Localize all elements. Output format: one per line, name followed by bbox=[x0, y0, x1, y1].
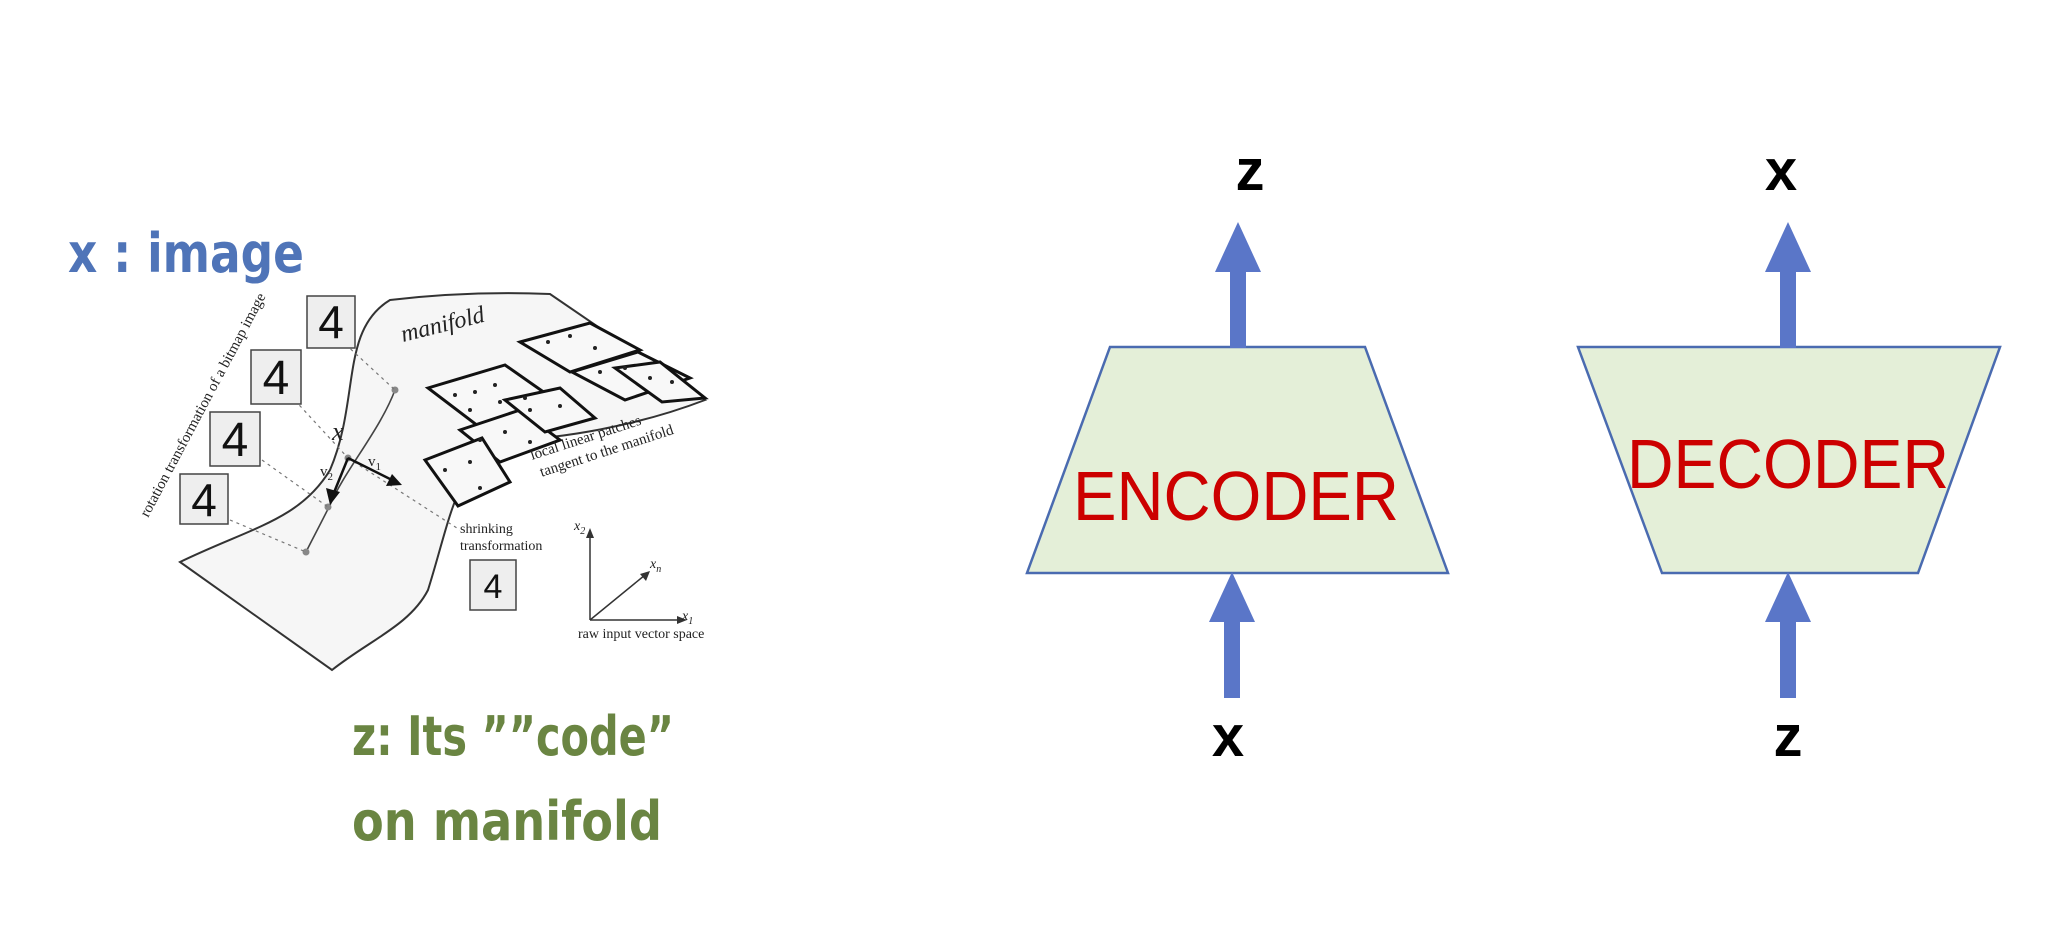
encoder-input-label: x bbox=[1212, 704, 1244, 769]
vector-space-axes bbox=[589, 535, 680, 621]
projection-line bbox=[289, 394, 349, 459]
vector-v1-head bbox=[386, 474, 402, 486]
digit-box: 4 bbox=[179, 473, 229, 526]
digit-label: 4 bbox=[263, 352, 290, 405]
axis-x1-label: x1 bbox=[681, 609, 693, 627]
decoder-output-label: x bbox=[1765, 138, 1797, 203]
decoder-output-arrow-shaft bbox=[1780, 268, 1796, 348]
digit-box: 4 bbox=[250, 349, 302, 405]
encoder-block: ENCODER z x bbox=[1025, 138, 1450, 769]
manifold-point bbox=[302, 548, 310, 556]
decoder-input-label: z bbox=[1774, 704, 1803, 769]
vector-v2-head bbox=[326, 488, 340, 505]
decoder-input-arrow-head bbox=[1765, 572, 1811, 622]
z-code-label-line2: on manifold bbox=[352, 790, 662, 853]
digit-box: 4 bbox=[306, 295, 356, 349]
vector-v2-label: v2 bbox=[320, 464, 333, 483]
decoder-output-arrow-head bbox=[1765, 222, 1811, 272]
point-x-label: x bbox=[331, 417, 344, 446]
digit-label: 4 bbox=[318, 296, 344, 348]
decoder-input-arrow-shaft bbox=[1780, 618, 1796, 698]
vector-v2 bbox=[331, 457, 350, 496]
digit-label: 4 bbox=[222, 414, 249, 467]
x-image-label: x : image bbox=[68, 222, 304, 285]
axis-x2-label: x2 bbox=[573, 519, 585, 537]
decoder-block: DECODER x z bbox=[1576, 138, 2002, 769]
tangent-patches bbox=[422, 321, 709, 508]
raw-space-label: raw input vector space bbox=[578, 627, 704, 642]
vector-v1-label: v1 bbox=[368, 454, 381, 473]
manifold-illustration: 4 4 4 4 4 rotation transformation of a b… bbox=[137, 290, 709, 672]
digit-label: 4 bbox=[191, 474, 217, 526]
encoder-input-arrow-head bbox=[1209, 572, 1255, 622]
shrinking-text: shrinking transformation bbox=[460, 522, 542, 554]
decoder-label: DECODER bbox=[1627, 425, 1949, 503]
decoder-trapezoid bbox=[1576, 345, 2002, 575]
digit-label: 4 bbox=[484, 568, 503, 606]
vector-v1 bbox=[347, 456, 393, 482]
encoder-output-arrow-head bbox=[1215, 222, 1261, 272]
axis-xn-label: xn bbox=[649, 557, 661, 575]
projection-line bbox=[347, 457, 461, 531]
encoder-label: ENCODER bbox=[1073, 457, 1399, 535]
z-code-label-line1: z: Its ””code” bbox=[352, 705, 674, 768]
encoder-trapezoid bbox=[1025, 345, 1450, 575]
encoder-output-label: z bbox=[1236, 138, 1265, 203]
digit-box: 4 bbox=[469, 559, 517, 611]
encoder-input-arrow-shaft bbox=[1224, 618, 1240, 698]
encoder-output-arrow-shaft bbox=[1230, 268, 1246, 348]
digit-box: 4 bbox=[209, 411, 261, 467]
